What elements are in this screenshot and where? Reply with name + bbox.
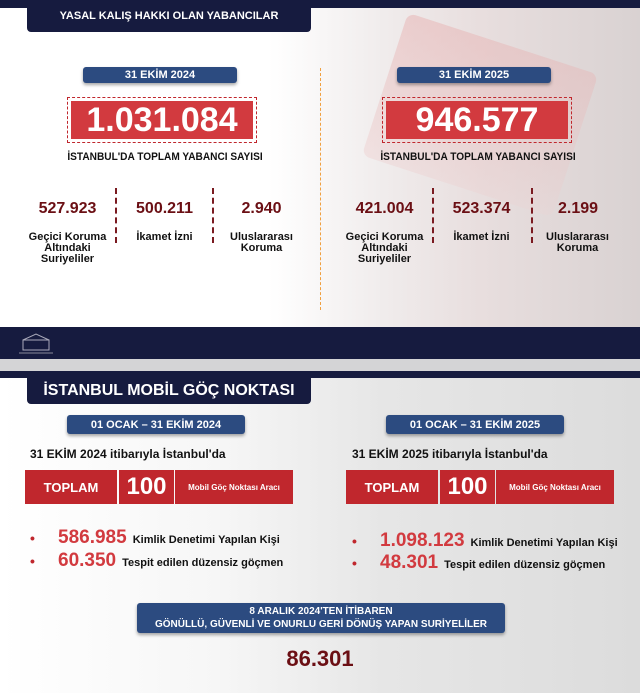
total-label: İSTANBUL'DA TOPLAM YABANCI SAYISI xyxy=(380,151,576,163)
stat-divider xyxy=(212,188,214,243)
total-label: TOPLAM xyxy=(346,470,438,504)
total-label: TOPLAM xyxy=(25,470,117,504)
bullet-item: • 586.985 Kimlik Denetimi Yapılan Kişi xyxy=(30,527,280,549)
vehicle-total-bar: TOPLAM 100 Mobil Göç Noktası Aracı xyxy=(346,470,614,504)
bullet-value: 60.350 xyxy=(58,550,117,571)
vehicle-total-bar: TOPLAM 100 Mobil Göç Noktası Aracı xyxy=(25,470,293,504)
stat-value: 2.199 xyxy=(557,200,599,217)
total-value: 1.031.084 xyxy=(71,101,253,139)
total-box-2025: 946.577 xyxy=(382,97,572,143)
header-band xyxy=(0,371,640,378)
stat-label: Uluslararası Koruma xyxy=(230,231,293,254)
section1-title: YASAL KALIŞ HAKKI OLAN YABANCILAR xyxy=(27,0,311,32)
total-box-2024: 1.031.084 xyxy=(67,97,257,143)
bullet-icon: • xyxy=(352,533,357,549)
vehicle-label: Mobil Göç Noktası Aracı xyxy=(496,470,614,504)
separator-band xyxy=(0,359,640,371)
stat-label: Geçici Koruma Altındaki Suriyeliler xyxy=(345,231,424,265)
footer-band xyxy=(0,327,640,359)
bullet-label: Tespit edilen düzensiz göçmen xyxy=(122,557,284,569)
bullet-value: 48.301 xyxy=(380,552,439,573)
returns-line1: 8 ARALIK 2024'TEN İTİBAREN xyxy=(249,606,393,617)
stat-divider xyxy=(432,188,434,243)
returns-value: 86.301 xyxy=(286,646,354,671)
bullet-item: • 1.098.123 Kimlik Denetimi Yapılan Kişi xyxy=(352,530,618,552)
governorship-logo-icon xyxy=(19,333,53,354)
stat-divider xyxy=(115,188,117,243)
stat-divider xyxy=(531,188,533,243)
bullet-label: Tespit edilen düzensiz göçmen xyxy=(444,559,606,571)
total-value: 946.577 xyxy=(386,101,568,139)
intro-text: 31 EKİM 2024 itibarıyla İstanbul'da xyxy=(30,447,226,461)
returns-badge: 8 ARALIK 2024'TEN İTİBAREN GÖNÜLLÜ, GÜVE… xyxy=(137,603,505,633)
vehicle-count: 100 xyxy=(440,470,495,504)
returns-line2: GÖNÜLLÜ, GÜVENLİ VE ONURLU GERİ DÖNÜŞ YA… xyxy=(154,619,488,630)
bullet-icon: • xyxy=(352,555,357,571)
bullet-icon: • xyxy=(30,530,35,546)
section2-title: İSTANBUL MOBİL GÖÇ NOKTASI xyxy=(27,378,311,404)
stat-label: İkamet İzni xyxy=(453,231,510,243)
stat-label: Geçici Koruma Altındaki Suriyeliler xyxy=(28,231,107,265)
stat-value: 527.923 xyxy=(38,200,97,217)
date-badge-2025: 31 EKİM 2025 xyxy=(397,67,551,83)
bullet-item: • 48.301 Tespit edilen düzensiz göçmen xyxy=(352,552,605,574)
bullet-icon: • xyxy=(30,553,35,569)
bullet-label: Kimlik Denetimi Yapılan Kişi xyxy=(470,537,618,549)
stat-value: 421.004 xyxy=(355,200,414,217)
total-label: İSTANBUL'DA TOPLAM YABANCI SAYISI xyxy=(67,151,263,163)
bullet-value: 1.098.123 xyxy=(380,530,465,551)
vehicle-count: 100 xyxy=(119,470,174,504)
top-strip xyxy=(0,0,640,8)
stat-value: 2.940 xyxy=(241,200,282,217)
intro-text: 31 EKİM 2025 itibarıyla İstanbul'da xyxy=(352,447,548,461)
bullet-value: 586.985 xyxy=(58,527,127,548)
column-divider xyxy=(320,68,321,310)
bullet-item: • 60.350 Tespit edilen düzensiz göçmen xyxy=(30,550,283,572)
bullet-label: Kimlik Denetimi Yapılan Kişi xyxy=(132,534,280,546)
stat-value: 523.374 xyxy=(452,200,511,217)
period-badge-2025: 01 OCAK – 31 EKİM 2025 xyxy=(386,415,564,434)
stat-label: Uluslararası Koruma xyxy=(546,231,609,254)
stat-label: İkamet İzni xyxy=(136,231,193,243)
vehicle-label: Mobil Göç Noktası Aracı xyxy=(175,470,293,504)
period-badge-2024: 01 OCAK – 31 EKİM 2024 xyxy=(67,415,245,434)
stat-value: 500.211 xyxy=(136,200,193,217)
date-badge-2024: 31 EKİM 2024 xyxy=(83,67,237,83)
